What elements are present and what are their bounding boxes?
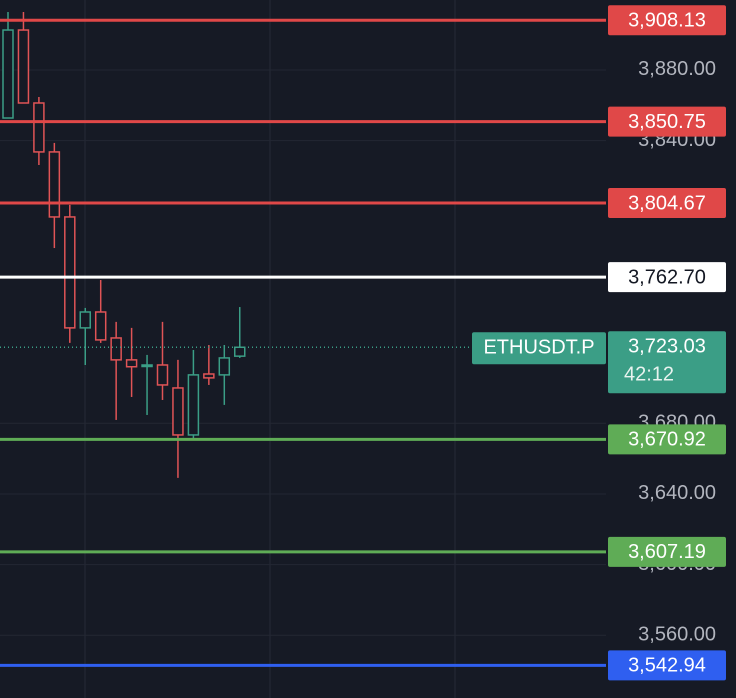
price-label: 3,804.67 [628,192,706,214]
y-tick-label: 3,560.00 [638,624,716,646]
price-label-box [608,262,726,293]
price-label: 3,850.75 [628,111,706,133]
candle-body [64,216,76,329]
candle-body [79,311,91,329]
price-label: 3,670.92 [628,429,706,451]
symbol-label-box [472,332,606,365]
candle-body [33,102,45,153]
candle-body [110,337,122,361]
price-label: 3,542.94 [628,655,706,677]
price-label: 3,607.19 [628,541,706,563]
candle-body [234,346,246,357]
price-label-box [608,5,726,36]
candle-body [2,29,14,119]
y-tick-label: 3,880.00 [638,58,716,80]
candle-body [203,373,215,379]
current-price-box [608,331,726,394]
price-label: 3,762.70 [628,266,706,288]
candle-body [141,364,153,368]
candle-body [125,359,138,368]
candle-body [17,29,30,104]
price-label-box [608,106,726,137]
y-tick-label: 3,640.00 [638,482,716,504]
price-label-box [608,650,726,681]
symbol-label: ETHUSDT.P [483,337,594,359]
price-label-box [608,424,726,455]
candle-body [172,387,184,436]
candle-body [94,311,107,341]
price-label-box [608,188,726,219]
candle-body [187,374,200,436]
current-price-label: 3,723.03 [628,336,706,358]
candle-body [218,357,231,376]
price-label-box [608,536,726,567]
price-label: 3,908.13 [628,10,706,32]
countdown: 42:12 [624,364,674,386]
candle-body [48,151,61,218]
candle-body [156,364,169,386]
